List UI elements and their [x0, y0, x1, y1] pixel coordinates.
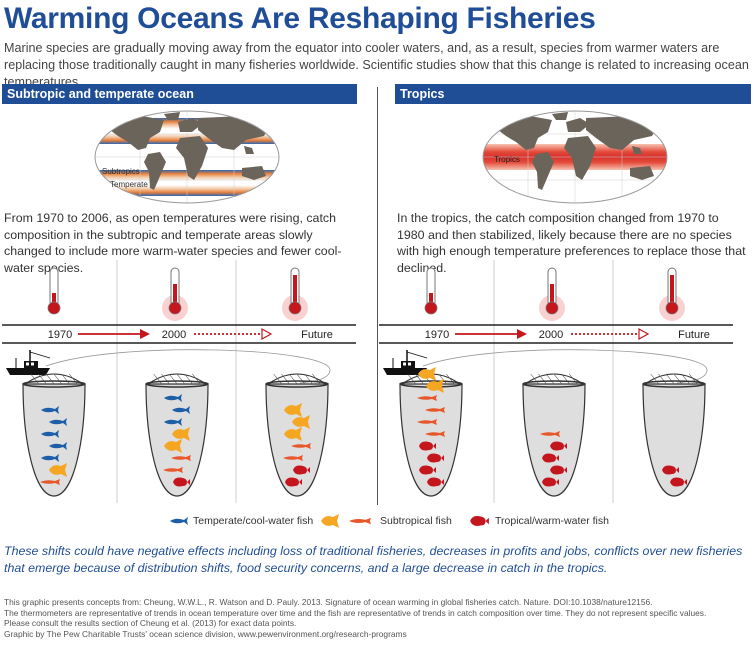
- legend-fish-tropical: [470, 516, 489, 526]
- timeline-label-1: 2000: [162, 329, 186, 341]
- footnotes: This graphic presents concepts from: Che…: [4, 597, 749, 639]
- left-panel-header: Subtropic and temperate ocean: [2, 84, 357, 104]
- fishing-net: [145, 373, 209, 497]
- fish-orange: [292, 415, 310, 429]
- footnote-credit: Graphic by The Pew Charitable Trusts' oc…: [4, 628, 407, 639]
- fish-orange: [172, 427, 190, 441]
- fish-subtropical: [283, 455, 303, 461]
- fish-tropical: [285, 477, 302, 487]
- fish-tropical: [670, 477, 687, 487]
- fishing-boat-icon: [383, 350, 428, 375]
- fish-tropical: [542, 477, 559, 487]
- legend-cool-label: Temperate/cool-water fish: [193, 515, 314, 527]
- thermometer-2: [282, 267, 308, 321]
- fish-tropical: [427, 477, 444, 487]
- page-title: Warming Oceans Are Reshaping Fisheries: [4, 2, 596, 35]
- fish-cool: [49, 418, 67, 426]
- fish-tropical: [419, 441, 436, 451]
- fish-subtropical: [171, 455, 191, 461]
- legend-cool-fish-icon: [170, 517, 188, 525]
- footnote-source: This graphic presents concepts from: Che…: [4, 597, 653, 607]
- fish-tropical: [427, 453, 444, 463]
- timeline-label-2: Future: [678, 329, 710, 341]
- thermometer-1: [539, 267, 565, 321]
- impact-statement: These shifts could have negative effects…: [4, 544, 743, 575]
- right-panel-header: Tropics: [395, 84, 751, 104]
- fish-cool: [41, 454, 59, 462]
- fish-orange: [284, 403, 302, 417]
- map-label-subtropics: Subtropics: [102, 167, 140, 176]
- fish-cool: [41, 406, 59, 414]
- fish-tropical: [542, 453, 559, 463]
- legend-fish-orange: [321, 514, 339, 528]
- fish-orange: [49, 463, 67, 477]
- fish-cool: [172, 406, 190, 414]
- fish-orange: [164, 439, 182, 453]
- fish-subtropical: [163, 467, 183, 473]
- panel-divider: [377, 87, 378, 505]
- map-label-tropics: Tropics: [494, 155, 520, 164]
- fish-tropical: [662, 465, 679, 475]
- legend-tropical-label: Tropical/warm-water fish: [495, 515, 609, 527]
- fishing-net: [642, 373, 706, 497]
- footnote-results: Please consult the results section of Ch…: [4, 618, 297, 629]
- fish-cool: [164, 394, 182, 402]
- map-label-temperate: Temperate: [110, 180, 148, 189]
- fish-subtropical: [291, 443, 311, 449]
- fish-cool: [164, 418, 182, 426]
- fish-subtropical: [425, 431, 445, 437]
- fishing-net: [522, 373, 586, 497]
- legend-subtropical-label: Subtropical fish: [380, 515, 452, 527]
- fish-orange: [426, 379, 444, 393]
- fish-subtropical: [425, 407, 445, 413]
- thermometer-1: [162, 267, 188, 321]
- left-diagram: 1970 2000 Future: [2, 260, 356, 503]
- fish-tropical: [293, 465, 310, 475]
- legend-fish-cool: [170, 517, 188, 525]
- timeline-label-0: 1970: [425, 329, 449, 341]
- thermometer-0: [47, 267, 61, 315]
- timeline-label-0: 1970: [48, 329, 72, 341]
- legend-tropical-fish-icon: [470, 516, 489, 526]
- fish-tropical: [550, 465, 567, 475]
- thermometer-0: [424, 267, 438, 315]
- fishing-net: [399, 373, 463, 497]
- fishing-net: [265, 373, 329, 497]
- left-description: From 1970 to 2006, as open temperatures …: [4, 211, 342, 275]
- fish-tropical: [419, 465, 436, 475]
- fish-orange: [418, 367, 436, 381]
- legend-fish-subtropical: [349, 517, 371, 525]
- right-description: In the tropics, the catch composition ch…: [397, 211, 746, 275]
- fishing-boat-icon: [6, 350, 51, 375]
- fish-cool: [49, 442, 67, 450]
- thermometer-2: [659, 267, 685, 321]
- fish-subtropical: [40, 479, 60, 485]
- footnote-disclaimer: The thermometers are representative of t…: [4, 607, 707, 618]
- fish-subtropical: [417, 395, 437, 401]
- fish-subtropical: [417, 419, 437, 425]
- timeline-label-2: Future: [301, 329, 333, 341]
- timeline-label-1: 2000: [539, 329, 563, 341]
- fish-subtropical: [540, 431, 560, 437]
- fish-tropical: [550, 441, 567, 451]
- right-diagram: 1970 2000 Future: [379, 260, 733, 503]
- world-map-tropics: Tropics: [482, 110, 668, 204]
- world-map-subtropic-temperate: Subtropics Temperate: [94, 110, 280, 204]
- fishing-net: [22, 373, 86, 497]
- fish-orange: [284, 427, 302, 441]
- fish-tropical: [173, 477, 190, 487]
- fish-cool: [41, 430, 59, 438]
- legend-subtropical-fish-icon: [321, 514, 371, 528]
